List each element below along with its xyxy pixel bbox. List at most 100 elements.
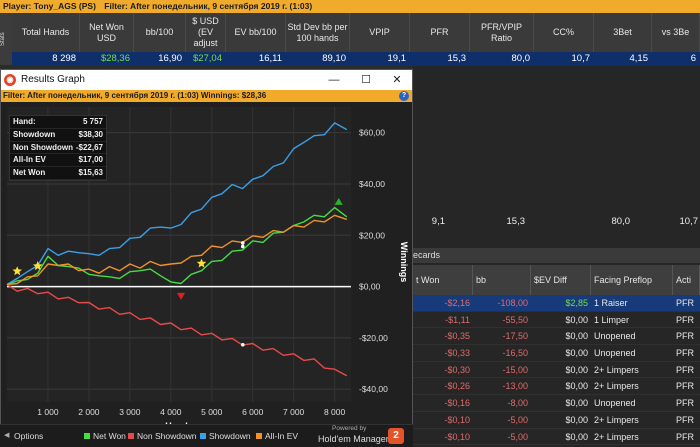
stats-header-col[interactable]: CC% (534, 13, 594, 52)
stats-header-col[interactable]: Std Dev bb per 100 hands (286, 13, 350, 52)
legend-label: Net Won (93, 431, 126, 441)
stats-header: Total Hands Net Won USD bb/100 $ USD (EV ad… (12, 13, 700, 52)
x-tick-label: 7 000 (283, 407, 305, 417)
table-cell-bb: -17,50 (502, 331, 528, 342)
grid-header-col[interactable]: Acti (673, 265, 700, 295)
table-cell-action: PFR (676, 331, 694, 342)
summary-row: All-In EV $17,00 (10, 154, 106, 168)
grid-header-col[interactable]: t Won (413, 265, 473, 295)
stats-value: 15,3 (447, 53, 467, 64)
stats-header-col[interactable]: Total Hands (12, 13, 80, 52)
stats-value: 6 (690, 53, 696, 64)
stats-value: $27,04 (192, 53, 222, 64)
stats-header-col[interactable]: PFR (410, 13, 470, 52)
stats-value: 89,10 (322, 53, 346, 64)
close-button[interactable]: ✕ (392, 74, 402, 86)
stats-header-col[interactable]: EV bb/100 (226, 13, 286, 52)
table-cell-action: PFR (676, 314, 694, 325)
table-cell-facing: 2+ Limpers (594, 364, 639, 375)
table-row[interactable]: -$0,10 -5,00 $0,00 2+ Limpers PFR (413, 412, 700, 429)
table-row[interactable]: -$0,30 -15,00 $0,00 2+ Limpers PFR (413, 362, 700, 379)
y-axis-label: Winnings (399, 242, 409, 282)
table-cell-bb: -13,00 (502, 381, 528, 392)
legend-swatch (256, 433, 262, 439)
x-tick-label: 6 000 (242, 407, 264, 417)
stats-header-col[interactable]: bb/100 (134, 13, 186, 52)
grid-header: t Won bb $EV Diff Facing Preflop Acti (413, 265, 700, 295)
table-cell-facing: Unopened (594, 331, 636, 342)
stats-header-col[interactable]: Net Won USD (80, 13, 134, 52)
hover-point (240, 244, 245, 249)
minimize-button[interactable]: — (328, 74, 340, 86)
table-cell-won: -$0,35 (444, 331, 470, 342)
table-row[interactable]: -$0,33 -16,50 $0,00 Unopened PFR (413, 345, 700, 362)
stats-header-col[interactable]: vs 3Be (652, 13, 700, 52)
stats-header-col[interactable]: PFR/VPIP Ratio (470, 13, 534, 52)
stats-row-secondary: 9,115,380,010,74,15 (413, 216, 700, 229)
table-row[interactable]: -$1,11 -55,50 $0,00 1 Limper PFR (413, 312, 700, 329)
table-cell-bb: -5,00 (507, 414, 528, 425)
stats-value: 19,1 (387, 53, 407, 64)
stats-value: 10,7 (679, 216, 699, 227)
table-cell-action: PFR (676, 348, 694, 359)
table-cell-won: -$0,26 (444, 381, 470, 392)
stats-header-col[interactable]: $ USD (EV adjust (186, 13, 226, 52)
stats-value: 8 298 (52, 53, 76, 64)
table-row[interactable]: -$0,10 -5,00 $0,00 2+ Limpers PFR (413, 429, 700, 446)
table-cell-action: PFR (676, 398, 694, 409)
star-marker-icon (12, 266, 22, 276)
x-axis-label: Hands (165, 421, 193, 424)
stats-value: 16,90 (158, 53, 182, 64)
legend-item[interactable]: Showdown (200, 430, 251, 442)
table-cell-won: -$0,10 (444, 431, 470, 442)
legend-label: Non Showdown (137, 431, 197, 441)
table-row[interactable]: -$0,26 -13,00 $0,00 2+ Limpers PFR (413, 378, 700, 396)
help-icon[interactable]: ? (399, 91, 409, 101)
stats-header-col[interactable]: VPIP (350, 13, 410, 52)
options-button[interactable]: Options (2, 429, 43, 443)
grid-tab[interactable]: ecards (413, 248, 700, 263)
table-cell-won: -$0,30 (444, 364, 470, 375)
hands-grid: -$2,16 -108,00 $2,85 1 Raiser PFR -$1,11 -55,5… (413, 295, 700, 447)
hover-summary-panel: Hand: 5 757 Showdown $38,30 Non Showdown -$22… (9, 115, 107, 181)
table-row[interactable]: -$2,16 -108,00 $2,85 1 Raiser PFR (413, 295, 700, 312)
legend-item[interactable]: Net Won (84, 430, 126, 442)
hm-logo-icon: ◉ (4, 74, 16, 86)
table-cell-ev: $0,00 (565, 331, 588, 342)
hm2-badge-icon: 2 (388, 428, 404, 444)
hm-brand: Powered by Hold'em Manager 2 (318, 425, 408, 447)
graph-bottom-bar: Options Net Won Non Showdown Showdown All-I… (0, 424, 413, 447)
table-cell-ev: $0,00 (565, 364, 588, 375)
table-cell-action: PFR (676, 381, 694, 392)
table-row[interactable]: -$0,35 -17,50 $0,00 Unopened PFR (413, 328, 700, 346)
table-cell-facing: Unopened (594, 398, 636, 409)
summary-value: $15,63 (78, 168, 103, 178)
stats-value: 16,11 (258, 53, 282, 64)
summary-label: Showdown (13, 129, 56, 139)
hover-point (240, 241, 245, 245)
grid-header-col[interactable]: bb (473, 265, 531, 295)
stats-row[interactable]: 8 298 $28,36 16,90 $27,04 16,11 89,10 19,1 15,3… (12, 52, 700, 66)
table-cell-action: PFR (676, 364, 694, 375)
window-titlebar[interactable]: ◉ Results Graph — ☐ ✕ (1, 70, 412, 90)
table-cell-ev: $0,00 (565, 381, 588, 392)
legend-label: All-In EV (265, 431, 299, 441)
table-row[interactable]: -$0,16 -8,00 $0,00 Unopened PFR (413, 395, 700, 412)
stats-value: 9,1 (431, 216, 445, 227)
grid-header-col[interactable]: $EV Diff (531, 265, 591, 295)
legend-item[interactable]: Non Showdown (128, 430, 197, 442)
table-cell-ev: $0,00 (565, 314, 588, 325)
legend-item[interactable]: All-In EV (256, 430, 298, 442)
stats-side-tab[interactable]: Stats (0, 13, 12, 65)
series-line-non-showdown (6, 283, 348, 377)
maximize-button[interactable]: ☐ (361, 74, 371, 86)
legend-swatch (128, 433, 134, 439)
table-cell-facing: 2+ Limpers (594, 414, 639, 425)
table-cell-won: -$2,16 (444, 298, 470, 308)
table-cell-won: -$0,33 (444, 348, 470, 359)
stats-header-col[interactable]: 3Bet (594, 13, 652, 52)
table-cell-ev: $0,00 (565, 398, 588, 409)
table-cell-ev: $0,00 (565, 348, 588, 359)
grid-header-col[interactable]: Facing Preflop (591, 265, 673, 295)
